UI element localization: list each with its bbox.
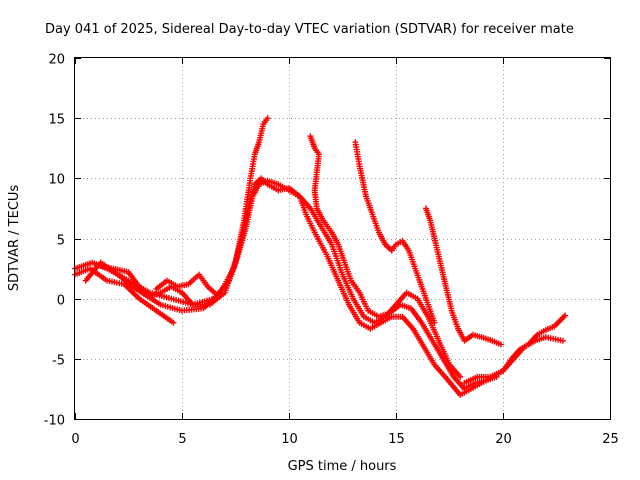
data-point-marker [170, 319, 177, 326]
y-tick-label: 20 [48, 53, 65, 68]
x-axis-label: GPS time / hours [288, 459, 397, 474]
data-point-marker [431, 319, 438, 326]
x-ticks: 0 5 10 15 20 25 [71, 58, 619, 447]
data-point-marker [457, 373, 464, 380]
data-point-marker [559, 337, 566, 344]
y-tick-label: -10 [44, 414, 65, 429]
y-tick-label: 0 [57, 294, 65, 309]
x-tick-label: 5 [178, 432, 186, 447]
series-track-2 [82, 175, 566, 398]
series-track-5 [307, 133, 500, 392]
y-ticks: -10 -5 0 5 10 15 20 [44, 53, 610, 429]
x-tick-label: 15 [388, 432, 405, 447]
data-point-marker [264, 115, 271, 122]
y-tick-label: 10 [48, 173, 65, 188]
x-tick-label: 10 [281, 432, 298, 447]
y-tick-label: 5 [57, 234, 65, 249]
data-markers [72, 115, 569, 398]
series-track-7 [422, 205, 504, 348]
data-point-marker [497, 341, 504, 348]
plot-frame [74, 57, 611, 420]
data-point-marker [562, 312, 569, 319]
data-point-marker [215, 293, 222, 300]
chart-title: Day 041 of 2025, Sidereal Day-to-day VTE… [45, 22, 574, 37]
y-tick-label: -5 [52, 354, 65, 369]
series-track-8 [461, 312, 569, 386]
series-track-3 [93, 115, 271, 308]
series-track-6 [352, 139, 438, 326]
x-tick-label: 0 [71, 432, 79, 447]
series-track-9 [153, 271, 222, 300]
y-tick-label: 15 [48, 113, 65, 128]
grid [75, 58, 610, 419]
series-track-1 [72, 177, 464, 380]
x-tick-label: 20 [495, 432, 512, 447]
series-track-4 [72, 265, 177, 326]
y-axis-label: SDTVAR / TECUs [7, 185, 22, 292]
x-tick-label: 25 [602, 432, 619, 447]
